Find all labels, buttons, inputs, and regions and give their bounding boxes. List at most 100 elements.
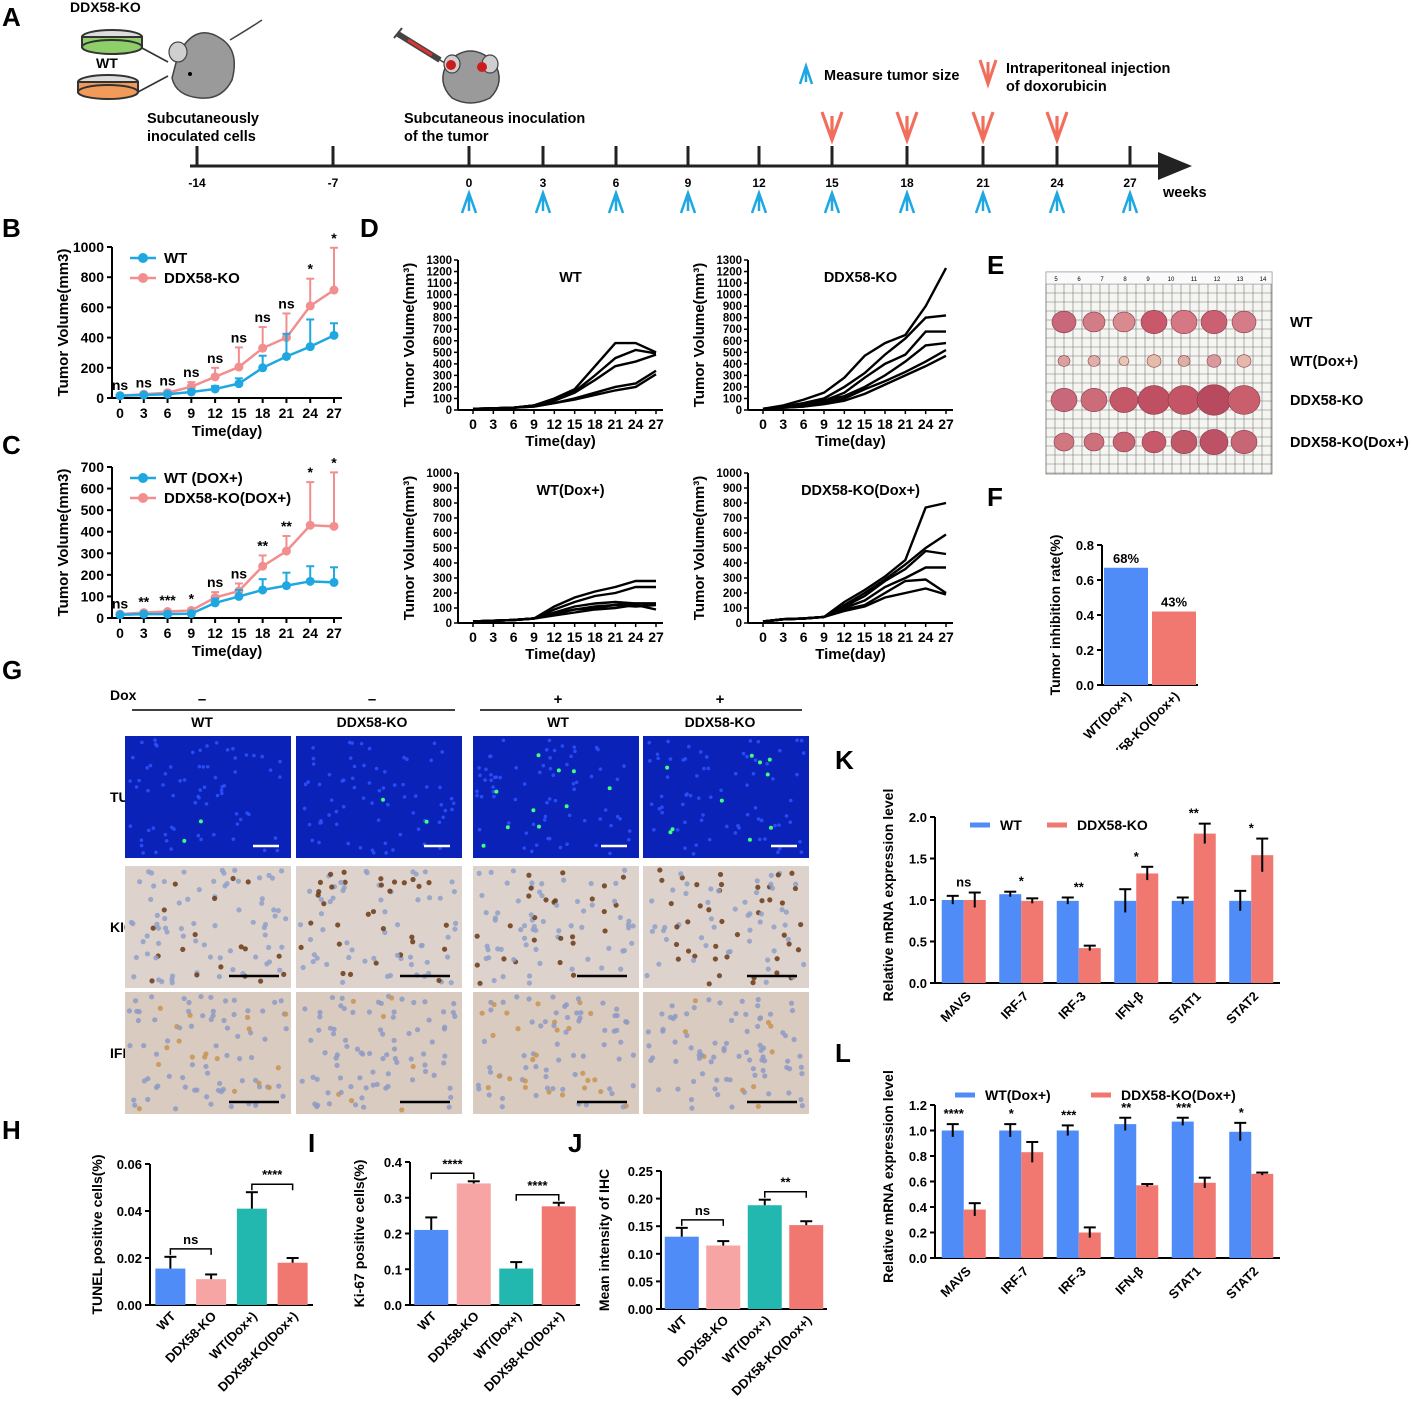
cell-nucleus xyxy=(453,920,459,926)
cell-nucleus xyxy=(481,1038,487,1045)
mouse-icon xyxy=(168,19,263,99)
x-tick-label: WT xyxy=(665,1312,690,1337)
cell-nucleus xyxy=(408,961,415,968)
cell-nucleus xyxy=(221,870,227,876)
cell-nucleus xyxy=(189,1054,195,1060)
cell-nucleus xyxy=(742,899,748,905)
cell-nucleus xyxy=(383,770,387,774)
cell-nucleus xyxy=(359,741,364,746)
cell-nucleus xyxy=(224,1025,231,1031)
y-tick-label: 0.0 xyxy=(384,1298,402,1313)
cell-nucleus xyxy=(799,1071,805,1077)
legend-label: WT xyxy=(1000,817,1022,833)
cell-nucleus xyxy=(311,756,316,761)
cell-nucleus xyxy=(747,911,753,917)
cell-nucleus xyxy=(598,1088,604,1095)
x-axis-label: Time(day) xyxy=(192,643,263,660)
cell-nucleus xyxy=(798,921,804,928)
cell-nucleus xyxy=(342,879,348,885)
dish-ddx58-ko-icon xyxy=(81,29,143,55)
cell-nucleus xyxy=(410,1063,416,1070)
significance-label: ns xyxy=(278,295,295,311)
cell-nucleus xyxy=(352,1102,359,1108)
cell-nucleus xyxy=(656,1087,662,1093)
cell-nucleus xyxy=(452,926,458,932)
cell-nucleus xyxy=(406,1030,412,1037)
cell-nucleus xyxy=(317,879,324,886)
cell-nucleus xyxy=(329,798,334,802)
cell-nucleus xyxy=(310,1074,316,1080)
significance-label: * xyxy=(1134,849,1140,864)
cell-nucleus xyxy=(719,788,723,793)
y-tick-label: 800 xyxy=(723,313,742,325)
cell-nucleus xyxy=(137,879,143,885)
cell-nucleus xyxy=(378,897,384,903)
cell-nucleus xyxy=(476,870,482,876)
measure-arrow-icon xyxy=(750,189,768,214)
cell-nucleus xyxy=(583,1102,589,1108)
cell-nucleus xyxy=(795,947,802,953)
cell-nucleus xyxy=(259,896,265,902)
cell-nucleus xyxy=(346,954,352,961)
cell-nucleus xyxy=(442,1053,448,1059)
cell-nucleus xyxy=(706,766,711,771)
cell-nucleus xyxy=(575,996,582,1002)
cell-nucleus xyxy=(758,911,764,917)
chart-d-individual-growth: 0100200300400500600700800900100011001200… xyxy=(401,255,954,663)
cell-nucleus xyxy=(386,802,390,807)
cell-nucleus xyxy=(163,832,168,837)
cell-nucleus xyxy=(443,922,449,928)
cell-nucleus xyxy=(283,1011,289,1017)
cell-nucleus xyxy=(222,783,227,788)
bar xyxy=(999,894,1022,983)
cell-nucleus xyxy=(242,946,248,952)
cell-nucleus xyxy=(777,846,782,851)
cell-nucleus xyxy=(630,923,636,929)
y-tick-label: 0.8 xyxy=(1076,538,1094,553)
cell-nucleus xyxy=(684,1011,690,1017)
cell-nucleus xyxy=(266,1084,272,1091)
x-tick-label: STAT1 xyxy=(1166,1264,1204,1302)
tumor-sample xyxy=(1206,354,1222,368)
cell-nucleus xyxy=(409,1077,416,1083)
cell-nucleus xyxy=(647,740,652,745)
cell-nucleus xyxy=(352,764,357,769)
tumor-sample xyxy=(1140,309,1168,334)
cell-nucleus xyxy=(276,1083,282,1089)
cell-nucleus xyxy=(518,927,524,933)
cell-nucleus xyxy=(530,1056,536,1063)
cell-nucleus xyxy=(321,901,327,907)
micrograph xyxy=(643,736,809,858)
row-label: WT xyxy=(1290,315,1313,331)
y-tick-label: 400 xyxy=(433,558,452,570)
tumor-sample xyxy=(1082,311,1106,333)
significance-label: *** xyxy=(1061,1107,1077,1122)
tumor-sample xyxy=(1050,388,1078,413)
data-point xyxy=(210,598,220,608)
cell-nucleus xyxy=(602,928,608,934)
bar xyxy=(1193,1182,1216,1258)
cell-nucleus xyxy=(176,900,182,906)
cell-nucleus xyxy=(162,925,169,931)
cell-nucleus xyxy=(750,980,756,986)
x-tick-label: 21 xyxy=(898,629,914,645)
cell-nucleus xyxy=(364,870,370,876)
cell-nucleus xyxy=(569,966,575,972)
cell-nucleus xyxy=(246,1026,252,1032)
cell-nucleus xyxy=(475,1082,482,1088)
plot-title: DDX58-KO xyxy=(824,270,897,286)
cell-nucleus xyxy=(487,1064,493,1071)
cell-nucleus xyxy=(271,907,277,913)
y-tick-label: 0.10 xyxy=(628,1247,653,1262)
chart-f-inhibition-rate: 0.0 0.2 0.4 0.6 0.8 Tumor inhibition rate(%) 6… xyxy=(1047,535,1198,750)
y-tick-label: 300 xyxy=(81,545,105,561)
x-tick-label: 15 xyxy=(231,405,247,421)
cell-nucleus xyxy=(719,918,725,925)
x-axis-label: Time(day) xyxy=(815,646,886,663)
cell-nucleus xyxy=(570,972,577,978)
cell-nucleus xyxy=(186,999,192,1006)
cell-nucleus xyxy=(543,1067,549,1073)
cell-nucleus xyxy=(514,765,518,770)
cell-nucleus xyxy=(592,1077,598,1083)
